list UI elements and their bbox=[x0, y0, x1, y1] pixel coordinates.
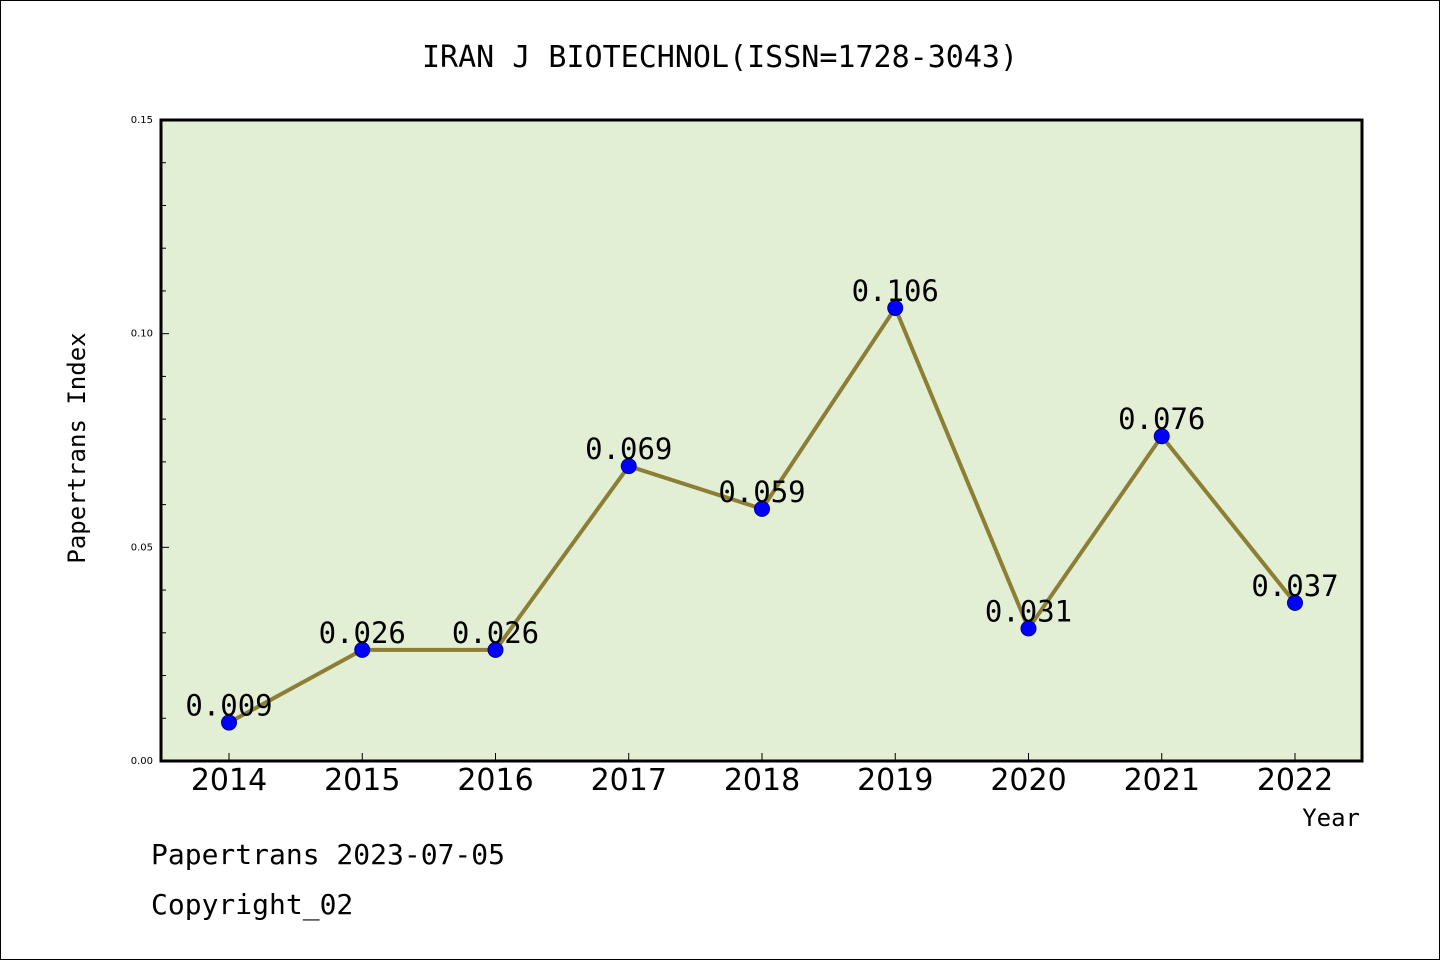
data-point bbox=[620, 458, 637, 475]
x-tick-label: 2019 bbox=[857, 763, 933, 798]
data-point bbox=[1287, 594, 1303, 611]
footer-copyright: Copyright_02 bbox=[151, 888, 353, 922]
data-point bbox=[354, 641, 371, 658]
data-labels: 0.009 0.026 0.026 0.069 0.059 0.106 0.031 0.076… bbox=[185, 274, 1338, 723]
y-axis-ticks: 0.00 0.05 0.10 0.15 bbox=[131, 115, 169, 767]
y-tick-label: 0.10 bbox=[131, 329, 153, 340]
data-point bbox=[887, 300, 904, 317]
data-label: 0.037 bbox=[1251, 569, 1338, 603]
data-label: 0.069 bbox=[585, 432, 672, 466]
y-tick-label: 0.00 bbox=[131, 756, 153, 767]
data-point bbox=[1020, 620, 1037, 637]
data-point bbox=[221, 714, 237, 731]
x-tick-label: 2017 bbox=[591, 763, 667, 798]
x-axis-label: Year bbox=[1302, 804, 1360, 832]
data-label: 0.076 bbox=[1118, 402, 1205, 436]
data-point bbox=[487, 641, 504, 658]
data-label: 0.009 bbox=[185, 689, 272, 723]
x-tick-label: 2014 bbox=[191, 763, 267, 798]
data-point bbox=[754, 500, 770, 517]
plot-area bbox=[159, 118, 1364, 763]
data-label: 0.026 bbox=[319, 616, 406, 650]
data-point bbox=[1153, 428, 1170, 445]
x-tick-label: 2015 bbox=[324, 763, 400, 798]
footer-date: Papertrans 2023-07-05 bbox=[151, 838, 505, 871]
x-axis-ticks: 2014 2015 2016 2017 2018 2019 2020 2021 2022 bbox=[191, 753, 1333, 798]
x-tick-label: 2020 bbox=[990, 763, 1066, 798]
data-label: 0.059 bbox=[718, 475, 805, 509]
data-label: 0.031 bbox=[985, 595, 1072, 629]
chart-title: IRAN J BIOTECHNOL(ISSN=1728-3043) bbox=[422, 40, 1018, 75]
y-axis-label: Papertrans Index bbox=[63, 332, 91, 563]
data-label: 0.106 bbox=[852, 274, 939, 308]
y-tick-label: 0.05 bbox=[131, 542, 153, 553]
x-tick-label: 2022 bbox=[1257, 763, 1333, 798]
x-tick-label: 2021 bbox=[1124, 763, 1200, 798]
x-tick-label: 2016 bbox=[457, 763, 533, 798]
x-tick-label: 2018 bbox=[724, 763, 800, 798]
data-label: 0.026 bbox=[452, 616, 539, 650]
y-tick-label: 0.15 bbox=[131, 115, 153, 126]
series-papertrans-index bbox=[221, 300, 1303, 731]
